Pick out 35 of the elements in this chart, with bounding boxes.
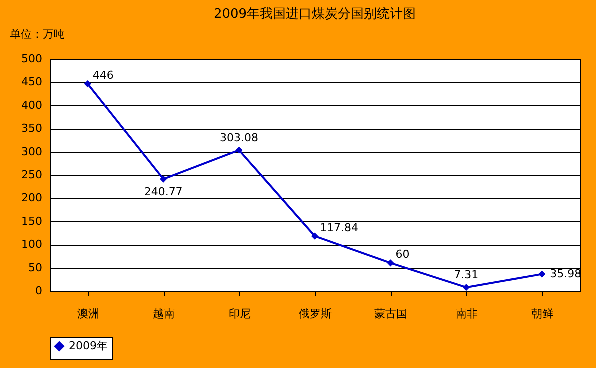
point <box>160 176 168 183</box>
x-tick-label: 俄罗斯 <box>299 308 332 320</box>
text: 单位：万吨 <box>10 28 65 41</box>
y-tick-label: 400 <box>22 98 42 112</box>
y-tick-label: 250 <box>22 168 42 182</box>
chart-title: 2009年我国进口煤炭分国别统计图 <box>214 7 416 22</box>
point <box>311 232 319 240</box>
y-tick-label: 100 <box>22 238 42 252</box>
y-tick-label: 0 <box>36 284 42 298</box>
data-label: 35.98 <box>550 267 582 280</box>
y-tick-label: 450 <box>22 76 42 89</box>
y-tick-label: 350 <box>22 122 42 136</box>
point <box>84 80 92 88</box>
point <box>387 260 394 267</box>
y-tick-label: 150 <box>22 214 42 228</box>
data-label: 117.84 <box>320 221 358 234</box>
x-tick-label: 朝鲜 <box>532 308 554 320</box>
data-label: 60 <box>396 248 410 262</box>
point <box>462 284 470 292</box>
x-tick-label: 印尼 <box>228 308 251 320</box>
y-tick-label: 200 <box>22 192 42 205</box>
data-label: 240.77 <box>144 185 183 198</box>
data-label: 7.31 <box>454 268 479 282</box>
legend-label: 2009年 <box>69 340 108 352</box>
data-label: 446 <box>92 69 114 82</box>
x-tick-label: 澳洲 <box>77 308 100 320</box>
y-tick-label: 50 <box>28 261 42 274</box>
data-label: 303.08 <box>220 131 259 144</box>
y-tick-label: 300 <box>22 145 42 158</box>
x-tick-label: 越南 <box>153 308 176 320</box>
x-tick-label: 南非 <box>456 308 478 320</box>
point <box>236 146 243 154</box>
x-tick-label: 蒙古国 <box>374 308 408 320</box>
y-tick-label: 500 <box>22 52 42 66</box>
point <box>538 270 546 278</box>
